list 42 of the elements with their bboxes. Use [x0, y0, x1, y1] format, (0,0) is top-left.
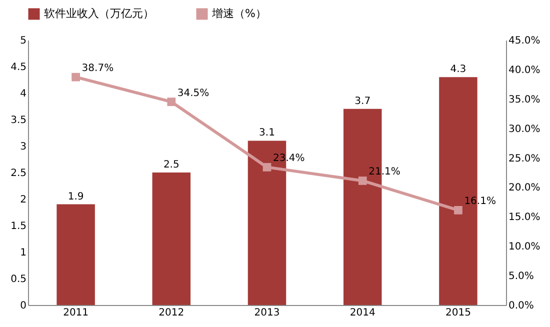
- y-tick-label: 1.5: [10, 221, 26, 232]
- y2-tick-label: 5.0%: [508, 271, 534, 282]
- y-tick-label: 0.5: [10, 274, 26, 285]
- y2-tick-label: 0.0%: [508, 300, 534, 312]
- y-tick-label: 4.5: [10, 62, 26, 73]
- x-tick-label: 2015: [445, 308, 471, 318]
- y-tick-label: 3.5: [10, 115, 26, 126]
- y-tick-label: 0: [20, 300, 26, 312]
- point: [454, 206, 462, 214]
- legend-label: 增速（%）: [211, 7, 266, 20]
- data-label: 1.9: [68, 191, 84, 202]
- legend-label: 软件业收入（万亿元）: [44, 7, 154, 20]
- x-tick-label: 2013: [254, 308, 280, 318]
- data-label: 34.5%: [177, 88, 210, 99]
- x-tick-label: 2011: [63, 308, 89, 318]
- y-tick-label: 1: [20, 248, 26, 258]
- y2-tick-label: 30.0%: [508, 124, 540, 135]
- x-tick-label: 2014: [350, 308, 376, 318]
- y-tick-label: 5: [20, 36, 26, 46]
- y2-tick-label: 25.0%: [508, 153, 540, 164]
- y-tick-label: 2: [20, 194, 26, 206]
- data-label: 4.3: [450, 64, 466, 76]
- data-label: 2.5: [163, 160, 180, 170]
- data-label: 3.1: [259, 128, 275, 139]
- y2-tick-label: 45.0%: [508, 36, 540, 46]
- bar: [56, 204, 95, 305]
- point: [358, 176, 367, 185]
- y-tick-label: 3: [20, 142, 26, 152]
- bar: [152, 172, 191, 305]
- x-tick-label: 2012: [158, 308, 184, 318]
- y2-tick-label: 20.0%: [508, 182, 540, 194]
- y-tick-label: 2.5: [10, 168, 26, 179]
- y2-tick-label: 40.0%: [508, 64, 540, 76]
- point: [72, 72, 80, 82]
- y-tick-label: 4: [20, 88, 26, 100]
- y2-tick-label: 10.0%: [508, 242, 540, 253]
- point: [262, 163, 272, 172]
- data-label: 3.7: [354, 96, 371, 107]
- data-label: 38.7%: [82, 63, 114, 74]
- point: [167, 98, 176, 106]
- y2-tick-label: 35.0%: [508, 94, 540, 106]
- y2-tick-label: 15.0%: [508, 212, 540, 224]
